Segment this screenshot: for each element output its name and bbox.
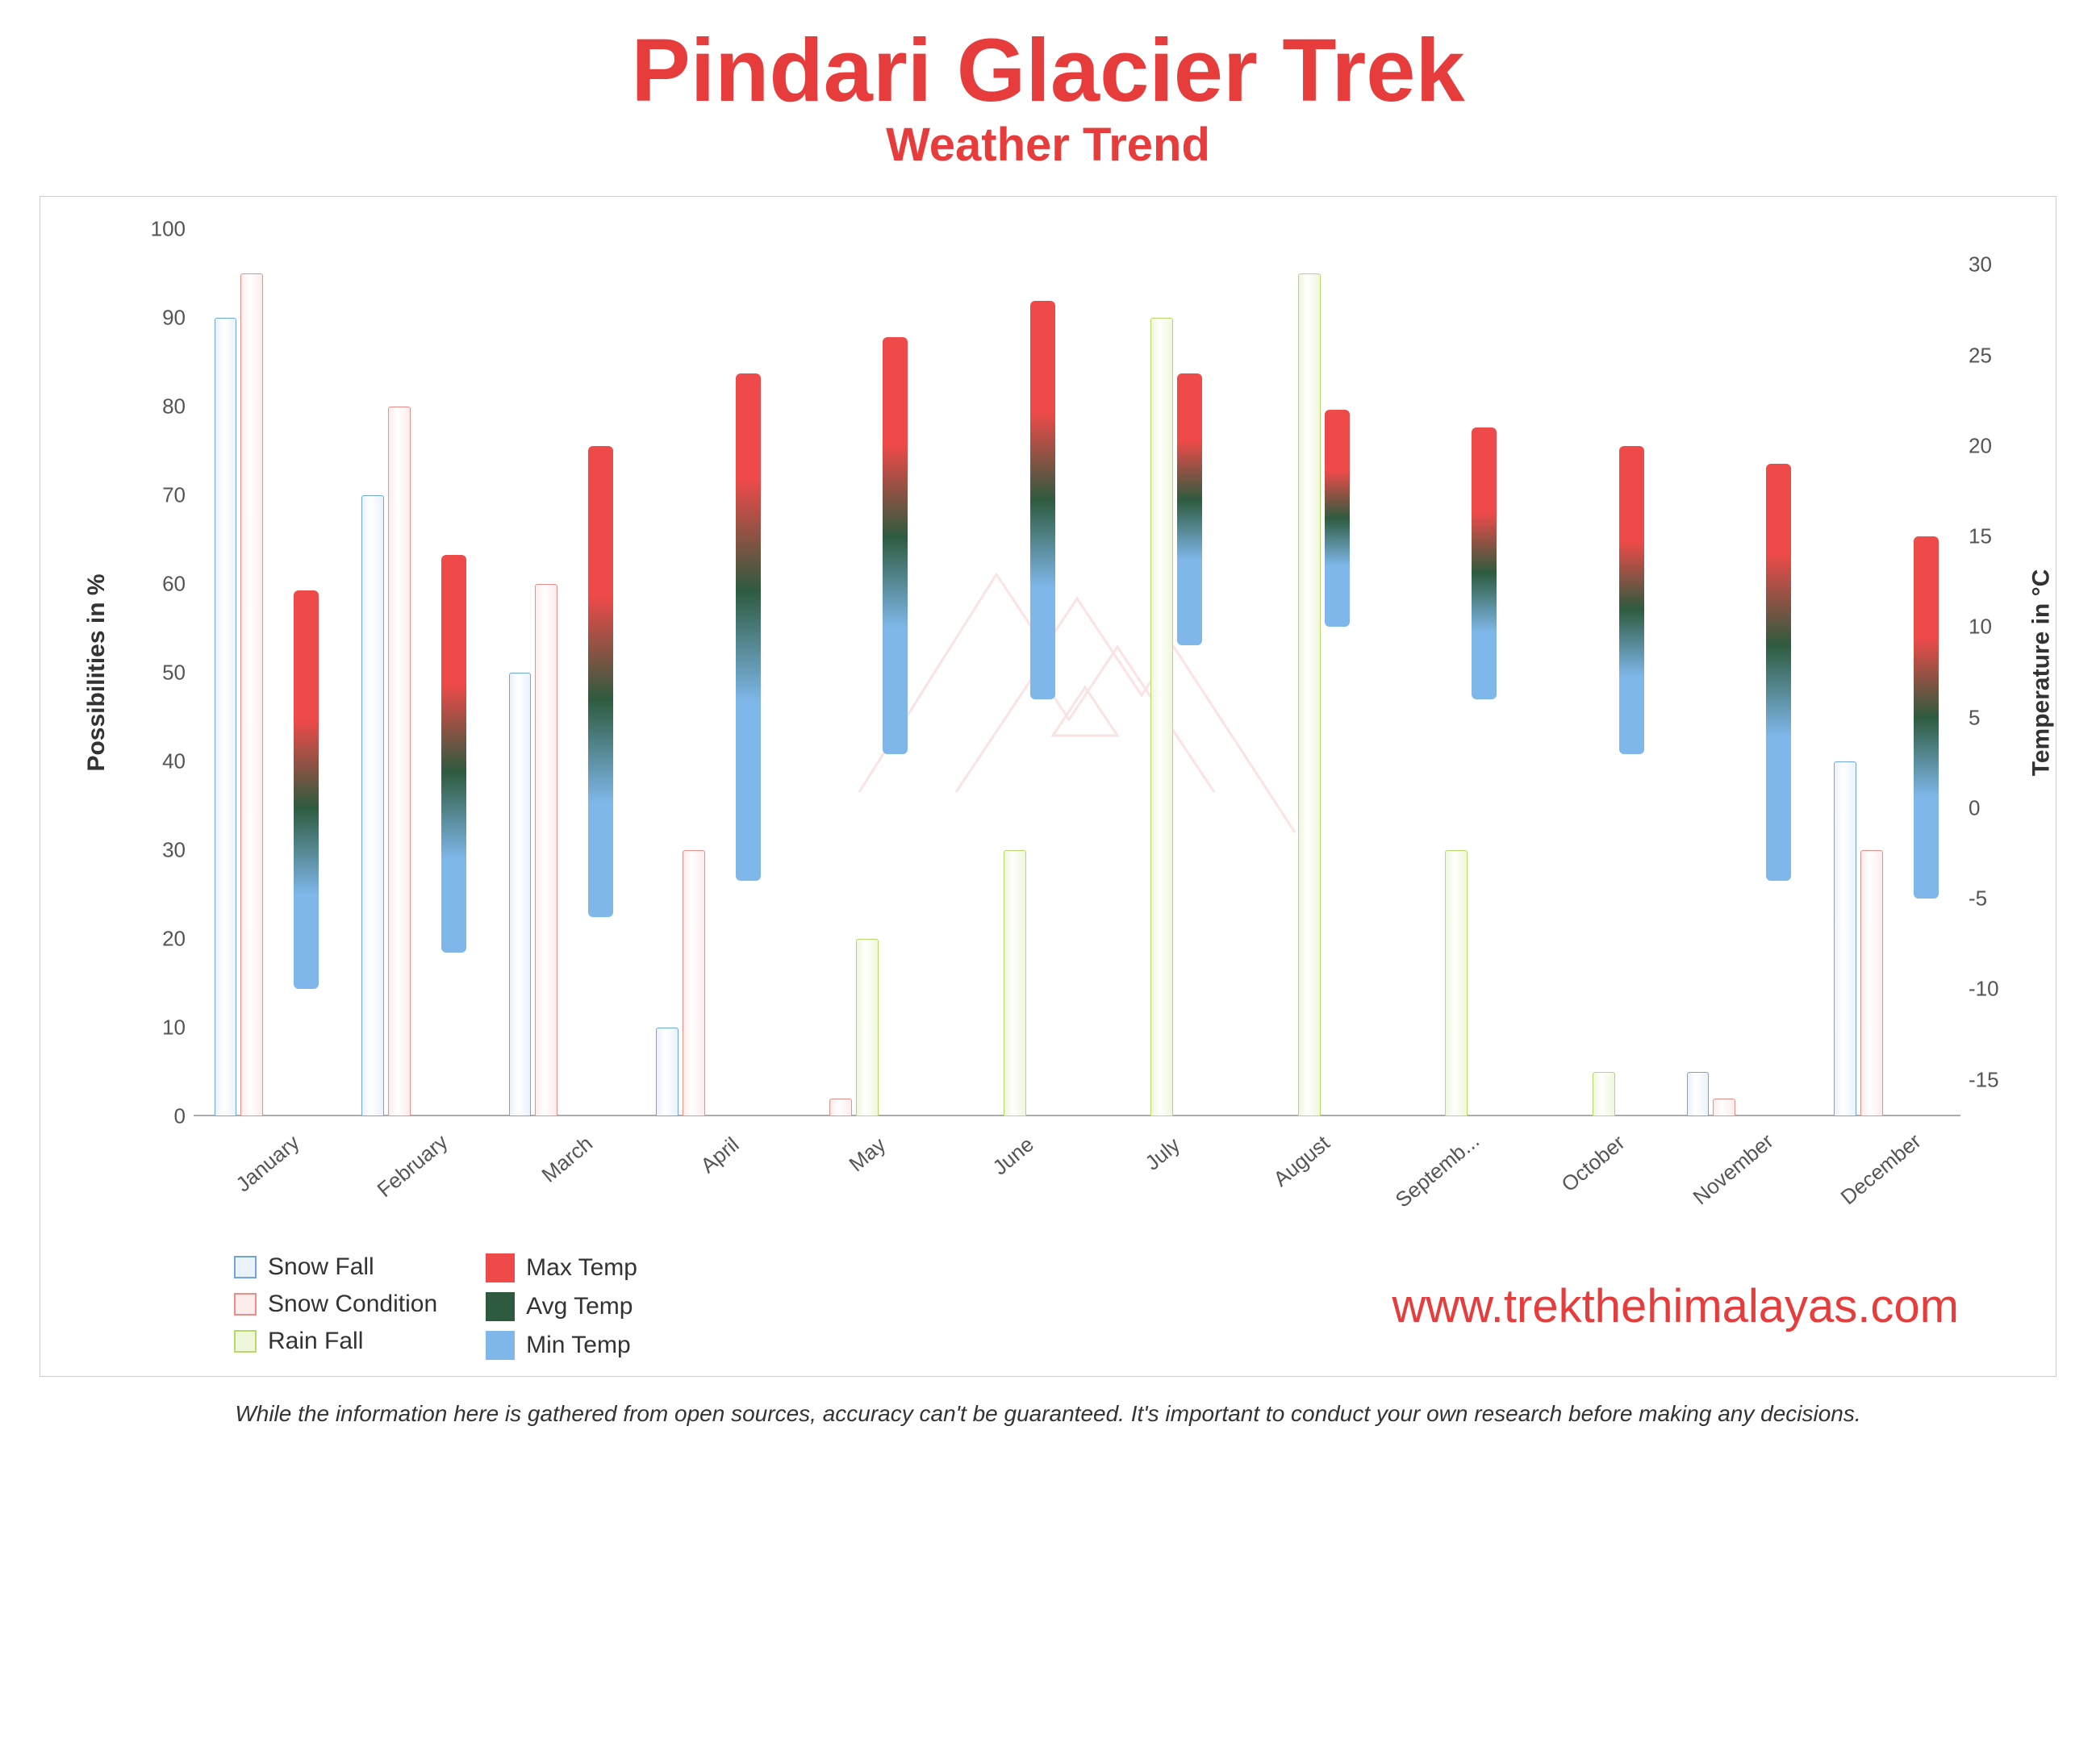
snowfall-bar: [1834, 761, 1856, 1116]
y-left-tick: 90: [73, 305, 186, 330]
temperature-bar: [588, 446, 613, 917]
snow_condition-bar: [388, 407, 411, 1116]
snow_condition-bar: [829, 1099, 852, 1116]
legend-label: Rain Fall: [268, 1328, 363, 1355]
temperature-bar: [294, 590, 319, 989]
legend-item-min_temp: Min Temp: [486, 1331, 637, 1360]
legend-label: Avg Temp: [526, 1293, 633, 1320]
disclaimer-text: While the information here is gathered f…: [32, 1401, 2064, 1427]
y-right-tick: 5: [1969, 705, 2041, 730]
y-left-tick: 20: [73, 926, 186, 951]
y-right-tick: 25: [1969, 343, 2041, 368]
legend-swatch: [234, 1256, 257, 1278]
month-slot: October: [1519, 229, 1667, 1116]
legend-swatch: [234, 1293, 257, 1316]
y-left-tick: 50: [73, 660, 186, 685]
temperature-bar: [1177, 373, 1202, 645]
snowfall-bar: [656, 1028, 678, 1116]
month-slot: June: [930, 229, 1078, 1116]
month-slot: February: [341, 229, 489, 1116]
page-title: Pindari Glacier Trek: [16, 24, 2080, 118]
snow_condition-bar: [1860, 850, 1883, 1116]
temperature-bar: [1030, 301, 1055, 699]
website-url: www.trekthehimalayas.com: [1392, 1279, 1959, 1333]
rainfall-bar: [1004, 850, 1026, 1116]
y-left-tick: 40: [73, 749, 186, 774]
rainfall-bar: [856, 939, 879, 1116]
y-left-tick: 60: [73, 571, 186, 596]
temperature-bar: [1325, 410, 1350, 627]
y-right-tick: 10: [1969, 615, 2041, 640]
y-right-tick: -5: [1969, 886, 2041, 911]
temperature-bar: [1766, 464, 1791, 880]
rainfall-bar: [1445, 850, 1468, 1116]
legend-label: Snow Fall: [268, 1253, 374, 1281]
temperature-bar: [883, 337, 908, 753]
snow_condition-bar: [683, 850, 705, 1116]
legend-label: Max Temp: [526, 1254, 637, 1282]
legend-label: Snow Condition: [268, 1291, 437, 1318]
snowfall-bar: [509, 673, 532, 1116]
y-axis-right-title: Temperature in °C: [2027, 569, 2055, 776]
legend-item-snow_condition: Snow Condition: [234, 1291, 437, 1318]
month-slot: May: [783, 229, 930, 1116]
legend-label: Min Temp: [526, 1332, 631, 1359]
temperature-bar: [736, 373, 761, 881]
legend-swatch: [234, 1330, 257, 1353]
legend-swatch: [486, 1253, 515, 1282]
month-slot: November: [1666, 229, 1814, 1116]
y-left-tick: 30: [73, 837, 186, 862]
month-slot: August: [1225, 229, 1372, 1116]
legend-swatch: [486, 1331, 515, 1360]
legend-item-rainfall: Rain Fall: [234, 1328, 437, 1355]
y-left-tick: 70: [73, 482, 186, 507]
snowfall-bar: [1687, 1072, 1710, 1116]
legend: Snow Fall Snow Condition Rain Fall Max Tem…: [234, 1253, 1991, 1360]
y-right-tick: 20: [1969, 433, 2041, 458]
chart-plot-area: Possibilities in % Temperature in °C 010…: [194, 229, 1960, 1116]
chart-container: Possibilities in % Temperature in °C 010…: [40, 196, 2056, 1377]
y-right-tick: -10: [1969, 977, 2041, 1002]
y-left-tick: 0: [73, 1103, 186, 1128]
temperature-bar: [1619, 446, 1644, 754]
month-slot: July: [1077, 229, 1225, 1116]
rainfall-bar: [1298, 273, 1321, 1116]
snowfall-bar: [215, 318, 237, 1116]
month-slot: March: [488, 229, 636, 1116]
y-left-tick: 80: [73, 394, 186, 419]
rainfall-bar: [1150, 318, 1173, 1116]
snowfall-bar: [361, 495, 384, 1116]
rainfall-bar: [1593, 1072, 1615, 1116]
legend-column-bars: Snow Fall Snow Condition Rain Fall: [234, 1253, 437, 1355]
month-slot: Septemb...: [1372, 229, 1519, 1116]
temperature-bar: [1472, 427, 1497, 699]
y-right-tick: 30: [1969, 252, 2041, 277]
snow_condition-bar: [1713, 1099, 1735, 1116]
month-slot: January: [194, 229, 341, 1116]
legend-item-avg_temp: Avg Temp: [486, 1292, 637, 1321]
y-left-tick: 100: [73, 216, 186, 241]
legend-column-temps: Max Temp Avg Temp Min Temp: [486, 1253, 637, 1360]
y-right-tick: 0: [1969, 795, 2041, 820]
month-slot: April: [636, 229, 783, 1116]
legend-item-snowfall: Snow Fall: [234, 1253, 437, 1281]
y-right-tick: 15: [1969, 524, 2041, 549]
snow_condition-bar: [240, 273, 263, 1116]
temperature-bar: [1914, 536, 1939, 899]
y-right-tick: -15: [1969, 1067, 2041, 1092]
month-slot: December: [1814, 229, 1961, 1116]
temperature-bar: [441, 555, 466, 953]
page-subtitle: Weather Trend: [16, 118, 2080, 172]
snow_condition-bar: [535, 584, 557, 1116]
legend-item-max_temp: Max Temp: [486, 1253, 637, 1282]
legend-swatch: [486, 1292, 515, 1321]
y-left-tick: 10: [73, 1015, 186, 1040]
